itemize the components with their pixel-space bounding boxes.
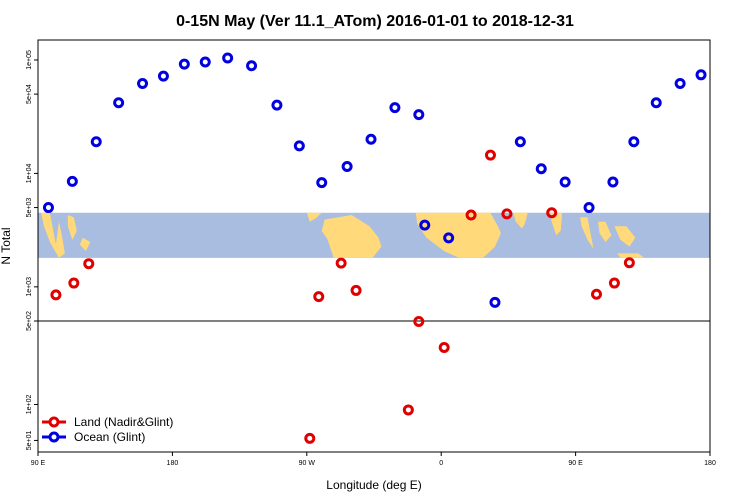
x-tick-label: 90 E xyxy=(31,460,46,467)
ocean-point xyxy=(42,202,54,214)
land-point xyxy=(313,291,325,303)
y-tick-label: 1e+02 xyxy=(26,395,33,415)
ocean-point xyxy=(443,232,455,244)
landmass xyxy=(306,212,322,222)
ocean-point xyxy=(293,140,305,152)
legend-marker xyxy=(48,431,60,443)
land-point xyxy=(546,207,558,219)
x-axis: 90 E 180 90 W 0 90 E 180 xyxy=(31,452,716,467)
landmass xyxy=(598,221,612,243)
land-point xyxy=(68,277,80,289)
y-tick-label: 1e+05 xyxy=(26,50,33,70)
ocean-point xyxy=(514,136,526,148)
x-tick-label: 180 xyxy=(167,460,179,467)
ocean-point xyxy=(535,163,547,175)
ocean-point xyxy=(316,177,328,189)
landmass xyxy=(580,217,594,249)
data-points xyxy=(42,52,707,444)
ocean-point xyxy=(66,175,78,187)
landmass xyxy=(67,215,77,240)
x-tick-label: 90 W xyxy=(299,460,316,467)
y-tick-label: 5e+02 xyxy=(26,311,33,331)
landmass xyxy=(41,212,65,258)
land-point xyxy=(623,257,635,269)
ocean-point xyxy=(607,176,619,188)
y-tick-label: 5e+01 xyxy=(26,430,33,450)
landmass xyxy=(617,253,645,258)
ocean-point xyxy=(341,161,353,173)
map-strip xyxy=(38,212,710,258)
ocean-point xyxy=(389,102,401,114)
land-point xyxy=(465,209,477,221)
land-point xyxy=(484,149,496,161)
land-point xyxy=(438,341,450,353)
ocean-point xyxy=(157,70,169,82)
land-point xyxy=(501,208,513,220)
plot-frame xyxy=(37,39,711,453)
x-axis-label: Longitude (deg E) xyxy=(326,478,421,492)
land-point xyxy=(402,404,414,416)
ocean-point xyxy=(199,56,211,68)
land-point xyxy=(304,432,316,444)
ocean-point xyxy=(583,202,595,214)
ocean-point xyxy=(650,97,662,109)
x-tick-label: 180 xyxy=(704,460,716,467)
ocean-point xyxy=(695,69,707,81)
ocean-point xyxy=(674,78,686,90)
y-tick-label: 1e+04 xyxy=(26,163,33,183)
x-tick-label: 0 xyxy=(439,460,443,467)
ocean-point xyxy=(419,219,431,231)
y-axis: 1e+03 5e+03 1e+04 5e+04 1e+05 5e+01 1e+02 5e+02 xyxy=(26,50,38,450)
land-point xyxy=(350,284,362,296)
land-point xyxy=(50,289,62,301)
ocean-point xyxy=(178,58,190,70)
ocean-point xyxy=(90,136,102,148)
chart-title: 0-15N May (Ver 11.1_ATom) 2016-01-01 to … xyxy=(176,13,574,30)
landmass xyxy=(79,237,91,252)
land-point xyxy=(83,258,95,270)
ocean-point xyxy=(628,136,640,148)
ocean-point xyxy=(365,133,377,145)
y-tick-label: 5e+03 xyxy=(26,198,33,218)
y-tick-label: 1e+03 xyxy=(26,277,33,297)
ocean-point xyxy=(489,296,501,308)
legend-label: Ocean (Glint) xyxy=(74,430,145,444)
legend: Land (Nadir&Glint)Ocean (Glint) xyxy=(42,415,173,444)
legend-marker xyxy=(48,416,60,428)
legend-label: Land (Nadir&Glint) xyxy=(74,415,173,429)
x-tick-label: 90 E xyxy=(568,460,583,467)
ocean-point xyxy=(222,52,234,64)
y-axis-label: N Total xyxy=(0,227,13,264)
ocean-point xyxy=(271,99,283,111)
ocean-point xyxy=(559,176,571,188)
ocean-point xyxy=(246,60,258,72)
landmass xyxy=(321,215,382,258)
y-tick-label: 5e+04 xyxy=(26,84,33,104)
land-point xyxy=(413,316,425,328)
land-point xyxy=(591,288,603,300)
ocean-point xyxy=(137,78,149,90)
land-point xyxy=(335,257,347,269)
landmass xyxy=(415,212,501,258)
ocean-point xyxy=(113,97,125,109)
landmass xyxy=(512,212,528,229)
ocean-point xyxy=(413,109,425,121)
landmass xyxy=(614,226,636,247)
land-point xyxy=(608,277,620,289)
landmass xyxy=(550,212,563,236)
